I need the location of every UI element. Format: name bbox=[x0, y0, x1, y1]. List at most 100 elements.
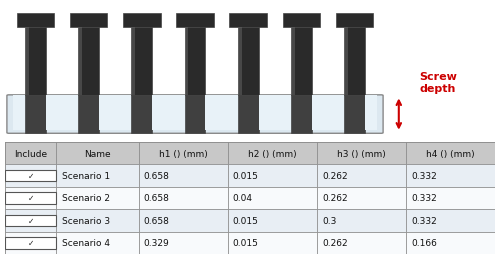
Bar bbox=[344, 96, 365, 133]
Text: Scenario 2: Scenario 2 bbox=[62, 194, 110, 203]
Bar bbox=[56, 165, 139, 187]
Text: h3 () (mm): h3 () (mm) bbox=[338, 149, 386, 158]
Bar bbox=[139, 165, 228, 187]
Bar bbox=[78, 27, 99, 96]
Bar bbox=[228, 165, 317, 187]
Bar bbox=[56, 142, 139, 165]
Bar bbox=[258, 96, 291, 131]
Bar bbox=[238, 96, 258, 133]
Bar bbox=[5, 237, 56, 249]
Bar bbox=[78, 27, 82, 96]
Text: 0.658: 0.658 bbox=[144, 194, 170, 203]
FancyBboxPatch shape bbox=[16, 14, 54, 28]
Bar bbox=[228, 232, 317, 254]
Bar bbox=[228, 142, 317, 165]
Bar bbox=[12, 96, 25, 131]
Bar bbox=[238, 27, 258, 96]
Bar bbox=[5, 209, 57, 232]
Bar bbox=[99, 96, 132, 131]
Text: 0.262: 0.262 bbox=[322, 171, 347, 180]
Bar bbox=[132, 27, 152, 96]
Text: h2 () (mm): h2 () (mm) bbox=[248, 149, 297, 158]
Bar bbox=[365, 96, 378, 131]
Bar bbox=[5, 232, 57, 254]
Text: Name: Name bbox=[84, 149, 111, 158]
Bar bbox=[25, 96, 46, 133]
FancyBboxPatch shape bbox=[230, 14, 267, 28]
FancyBboxPatch shape bbox=[176, 14, 214, 28]
Bar bbox=[5, 192, 56, 204]
Bar bbox=[56, 232, 139, 254]
Text: 0.015: 0.015 bbox=[233, 238, 258, 247]
Bar bbox=[406, 165, 495, 187]
Bar bbox=[132, 96, 152, 133]
Bar bbox=[5, 142, 57, 165]
Text: Scenario 3: Scenario 3 bbox=[62, 216, 110, 225]
Bar bbox=[139, 232, 228, 254]
Bar bbox=[406, 142, 495, 165]
Text: ✓: ✓ bbox=[28, 216, 34, 225]
FancyBboxPatch shape bbox=[336, 14, 374, 28]
Bar bbox=[344, 27, 365, 96]
Bar bbox=[139, 142, 228, 165]
Bar bbox=[5, 215, 56, 226]
Bar bbox=[152, 96, 184, 131]
Bar bbox=[228, 209, 317, 232]
Text: Include: Include bbox=[14, 149, 48, 158]
Bar bbox=[312, 96, 344, 131]
Bar bbox=[291, 27, 294, 96]
FancyBboxPatch shape bbox=[70, 14, 108, 28]
Bar bbox=[25, 27, 46, 96]
Bar bbox=[184, 27, 188, 96]
Text: 0.658: 0.658 bbox=[144, 216, 170, 225]
Text: ✓: ✓ bbox=[28, 194, 34, 203]
Text: 0.015: 0.015 bbox=[233, 216, 258, 225]
Bar bbox=[5, 187, 57, 209]
Text: h1 () (mm): h1 () (mm) bbox=[159, 149, 208, 158]
Bar bbox=[206, 96, 238, 131]
FancyBboxPatch shape bbox=[282, 14, 320, 28]
Bar bbox=[406, 187, 495, 209]
Bar bbox=[139, 209, 228, 232]
Bar bbox=[46, 96, 78, 131]
Text: 0.332: 0.332 bbox=[411, 171, 437, 180]
Text: ✓: ✓ bbox=[28, 238, 34, 247]
Bar bbox=[56, 187, 139, 209]
Text: 0.04: 0.04 bbox=[233, 194, 253, 203]
Bar bbox=[317, 165, 406, 187]
Bar bbox=[406, 232, 495, 254]
Text: 0.262: 0.262 bbox=[322, 194, 347, 203]
FancyBboxPatch shape bbox=[123, 14, 160, 28]
Text: 0.262: 0.262 bbox=[322, 238, 347, 247]
Bar bbox=[291, 27, 312, 96]
Bar bbox=[184, 27, 206, 96]
Text: Screw
depth: Screw depth bbox=[420, 72, 458, 94]
Text: 0.658: 0.658 bbox=[144, 171, 170, 180]
Text: 0.166: 0.166 bbox=[411, 238, 437, 247]
Text: ✓: ✓ bbox=[28, 171, 34, 180]
Bar bbox=[238, 27, 242, 96]
Bar bbox=[317, 209, 406, 232]
Bar bbox=[5, 165, 57, 187]
Bar bbox=[78, 96, 99, 133]
Bar bbox=[5, 170, 56, 182]
FancyBboxPatch shape bbox=[7, 96, 383, 134]
Text: Scenario 4: Scenario 4 bbox=[62, 238, 110, 247]
Bar bbox=[317, 142, 406, 165]
Bar bbox=[25, 27, 28, 96]
Text: 0.329: 0.329 bbox=[144, 238, 170, 247]
Bar bbox=[139, 187, 228, 209]
Bar bbox=[291, 96, 312, 133]
Bar bbox=[132, 27, 135, 96]
Bar bbox=[56, 209, 139, 232]
Text: Scenario 1: Scenario 1 bbox=[62, 171, 110, 180]
Text: 0.3: 0.3 bbox=[322, 216, 336, 225]
Bar bbox=[406, 209, 495, 232]
Bar bbox=[317, 232, 406, 254]
Text: 0.332: 0.332 bbox=[411, 194, 437, 203]
Text: 0.015: 0.015 bbox=[233, 171, 258, 180]
Bar bbox=[344, 27, 348, 96]
Bar bbox=[317, 187, 406, 209]
Text: h4 () (mm): h4 () (mm) bbox=[426, 149, 475, 158]
Bar bbox=[228, 187, 317, 209]
